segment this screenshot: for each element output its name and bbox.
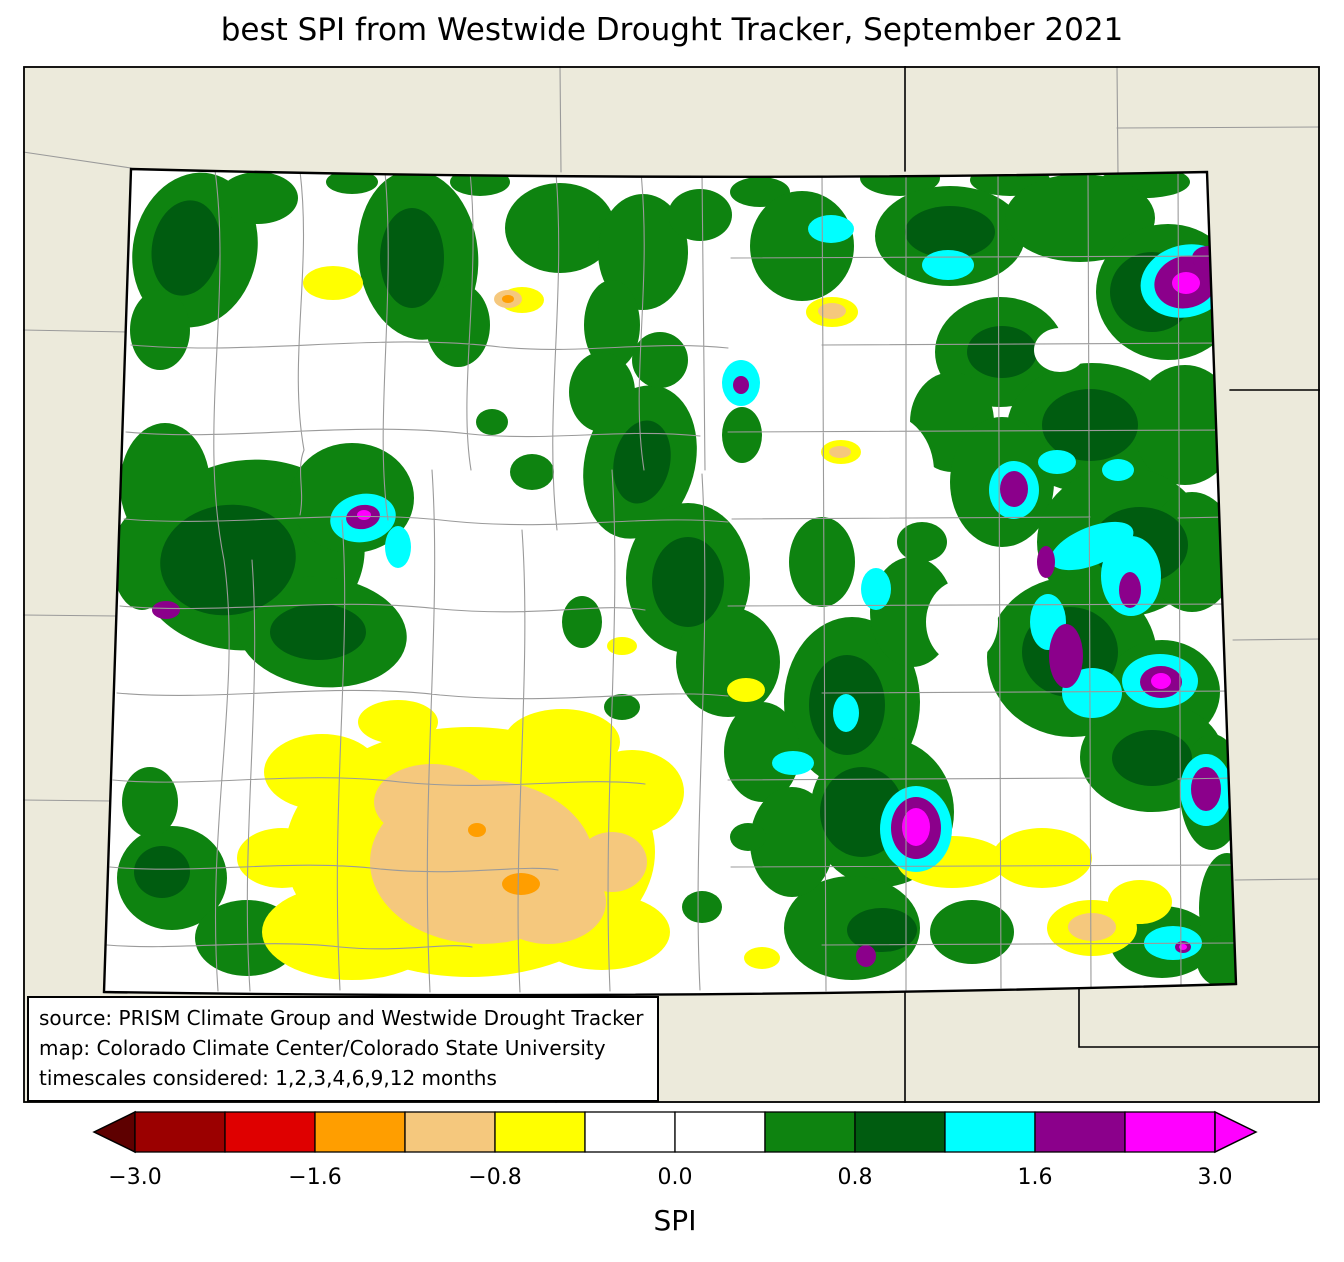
colorbar-tick-label: 3.0 <box>1198 1165 1233 1190</box>
colorbar-segment <box>134 1111 226 1153</box>
county-boundaries <box>106 169 1236 993</box>
source-line-2: map: Colorado Climate Center/Colorado St… <box>39 1036 606 1060</box>
colorbar-tick-label: −1.6 <box>288 1165 341 1190</box>
colorbar-right-arrow <box>1214 1110 1258 1154</box>
spi-colorbar: −3.0 −1.6 −0.8 0.0 0.8 1.6 3.0 SPI <box>92 1110 1258 1237</box>
spi-dry-level3-layer <box>468 295 540 895</box>
colorbar-tick-label: 1.6 <box>1018 1165 1053 1190</box>
colorbar-axis-label: SPI <box>654 1204 697 1237</box>
colorbar-segment <box>1034 1111 1126 1153</box>
near-normal-holes-layer <box>243 294 1086 805</box>
colorado-state-border <box>102 167 1238 997</box>
margin-state-lines <box>904 66 1320 1103</box>
colorbar-tick-label: −0.8 <box>468 1165 521 1190</box>
source-line-1: source: PRISM Climate Group and Westwide… <box>39 1006 644 1030</box>
colorbar-segment <box>764 1111 856 1153</box>
colorbar-left-arrow <box>92 1110 136 1154</box>
axes-frame <box>23 66 1320 1103</box>
colorbar-tick-label: −3.0 <box>108 1165 161 1190</box>
colorbar-segment <box>224 1111 316 1153</box>
colorbar-segment <box>314 1111 406 1153</box>
colorado-spi-map <box>23 66 1320 1103</box>
colorbar-segment <box>854 1111 946 1153</box>
source-box: source: PRISM Climate Group and Westwide… <box>27 996 660 1102</box>
colorbar-tick-label: 0.0 <box>658 1165 693 1190</box>
source-line-3: timescales considered: 1,2,3,4,6,9,12 mo… <box>39 1066 497 1090</box>
figure-title: best SPI from Westwide Drought Tracker, … <box>220 12 1124 48</box>
colorbar-segment <box>1124 1111 1216 1153</box>
spi-wet-level5-layer <box>357 272 1200 950</box>
colorbar-tick-label: 0.8 <box>838 1165 873 1190</box>
spi-wet-level4-layer <box>152 246 1224 967</box>
colorbar-segment <box>584 1111 676 1153</box>
colorbar-segment <box>404 1111 496 1153</box>
colorbar-segment <box>944 1111 1036 1153</box>
colorbar-segment <box>494 1111 586 1153</box>
colorbar-segment <box>674 1111 766 1153</box>
